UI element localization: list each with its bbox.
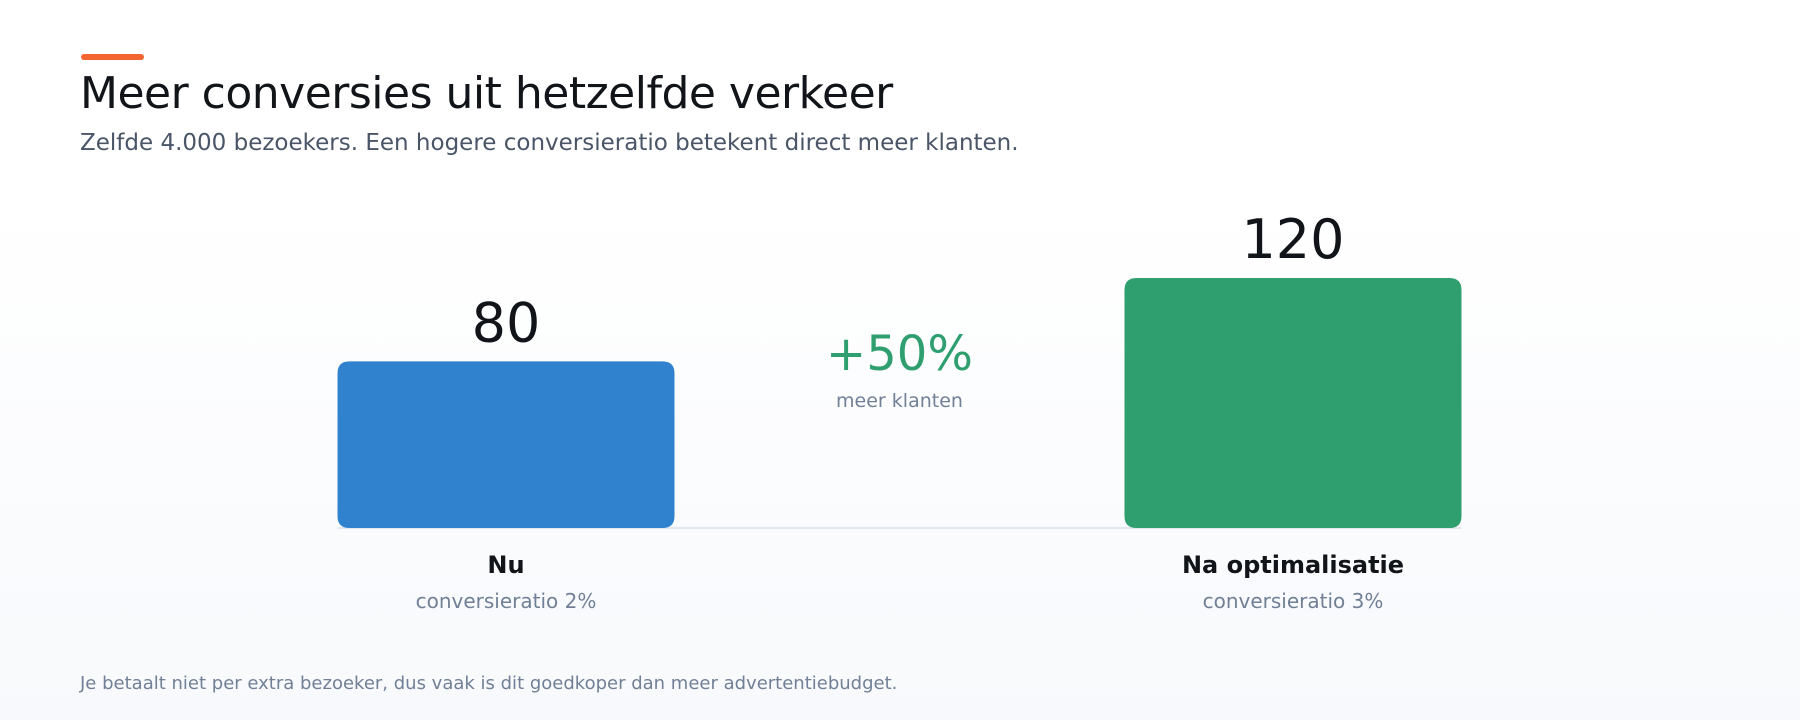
footnote: Je betaalt niet per extra bezoeker, dus … (80, 673, 898, 694)
category-label: Na optimalisatie (1182, 551, 1404, 579)
page-title: Meer conversies uit hetzelfde verkeer (80, 68, 893, 119)
bar-value-label: 80 (472, 291, 541, 354)
bar-after (1124, 278, 1462, 528)
delta-label: meer klanten (836, 390, 963, 412)
bar-now (337, 361, 675, 528)
category-label: Nu (487, 551, 524, 579)
category-sublabel: conversieratio 3% (1203, 589, 1384, 613)
accent-bar (81, 54, 144, 60)
bar-value-label: 120 (1241, 208, 1344, 271)
page-subtitle: Zelfde 4.000 bezoekers. Een hogere conve… (80, 130, 1019, 156)
category-sublabel: conversieratio 2% (416, 589, 597, 613)
delta-value: +50% (826, 326, 973, 382)
